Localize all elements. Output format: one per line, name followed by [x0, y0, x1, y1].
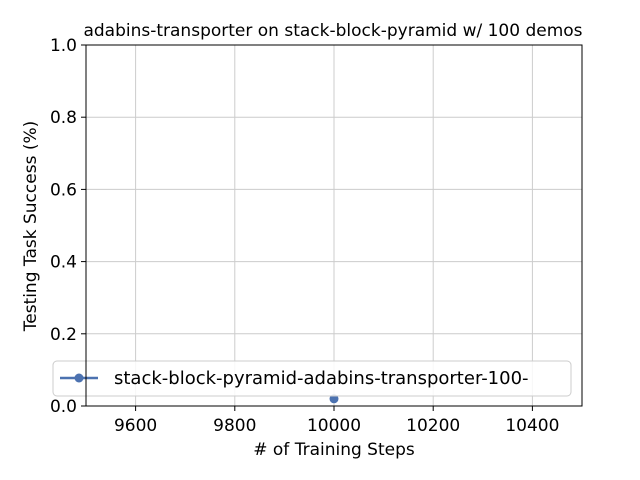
legend: stack-block-pyramid-adabins-transporter-… — [52, 360, 572, 397]
chart-title: adabins-transporter on stack-block-pyram… — [83, 21, 582, 41]
y-tick-label: 0.0 — [50, 397, 77, 417]
y-tick-label: 0.2 — [50, 325, 77, 345]
x-tick-label: 9800 — [213, 416, 256, 436]
grid-layer — [86, 44, 582, 407]
y-tick-label: 0.6 — [50, 180, 77, 200]
y-axis-label: Testing Task Success (%) — [21, 121, 41, 333]
data-point — [329, 394, 339, 404]
x-tick-label: 10000 — [307, 416, 361, 436]
y-tick-label: 0.8 — [50, 108, 77, 128]
y-tick-label: 1.0 — [50, 36, 77, 56]
x-tick-label: 10200 — [406, 416, 460, 436]
x-tick-label: 10400 — [505, 416, 559, 436]
x-axis-label: # of Training Steps — [253, 440, 415, 460]
y-tick-label: 0.4 — [50, 253, 77, 273]
legend-marker-swatch — [74, 373, 84, 383]
x-tick-label: 9600 — [114, 416, 157, 436]
series-layer — [329, 394, 339, 404]
tick-layer: 9600 9800 10000 10200 10400 0.0 0.2 0.4 0.6 0.8 1.… — [50, 36, 559, 436]
legend-box — [52, 360, 572, 397]
legend-label: stack-block-pyramid-adabins-transporter-… — [114, 368, 529, 389]
